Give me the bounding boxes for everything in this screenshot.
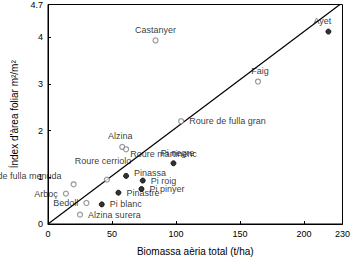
svg-text:Pi roig: Pi roig	[150, 175, 177, 186]
svg-text:Castanyer: Castanyer	[135, 25, 176, 35]
svg-text:4.7: 4.7	[30, 0, 43, 10]
svg-text:Roure de fulla menuda: Roure de fulla menuda	[0, 171, 62, 181]
svg-text:0: 0	[45, 229, 50, 239]
svg-text:200: 200	[297, 229, 312, 239]
svg-text:Alzina surera: Alzina surera	[88, 210, 141, 220]
svg-text:Roure de fulla gran: Roure de fulla gran	[189, 116, 266, 126]
svg-text:Roure martinenc: Roure martinenc	[130, 149, 197, 159]
svg-text:Pinastre: Pinastre	[126, 188, 159, 198]
svg-text:Faig: Faig	[251, 66, 269, 76]
svg-text:Biomassa aèria total (t/ha): Biomassa aèria total (t/ha)	[137, 246, 254, 257]
svg-text:50: 50	[107, 229, 117, 239]
svg-text:Ayet: Ayet	[313, 16, 331, 26]
svg-text:150: 150	[233, 229, 248, 239]
svg-text:Arboç: Arboç	[34, 188, 58, 199]
svg-text:3: 3	[38, 79, 43, 89]
svg-text:100: 100	[169, 229, 184, 239]
svg-text:Pinassa: Pinassa	[134, 167, 167, 178]
svg-text:0: 0	[38, 219, 43, 229]
svg-text:Bedoll: Bedoll	[53, 198, 78, 208]
svg-text:Pi blanc: Pi blanc	[110, 199, 143, 209]
svg-text:230: 230	[335, 229, 350, 239]
svg-text:Alzina: Alzina	[108, 131, 133, 141]
svg-text:Índex d'àrea foliar m²/m²: Índex d'àrea foliar m²/m²	[8, 60, 20, 169]
svg-text:Pi pinyer: Pi pinyer	[149, 184, 185, 194]
svg-text:Roure cerriolo: Roure cerriolo	[75, 156, 132, 166]
svg-text:2: 2	[38, 126, 43, 136]
svg-text:4: 4	[38, 32, 43, 42]
